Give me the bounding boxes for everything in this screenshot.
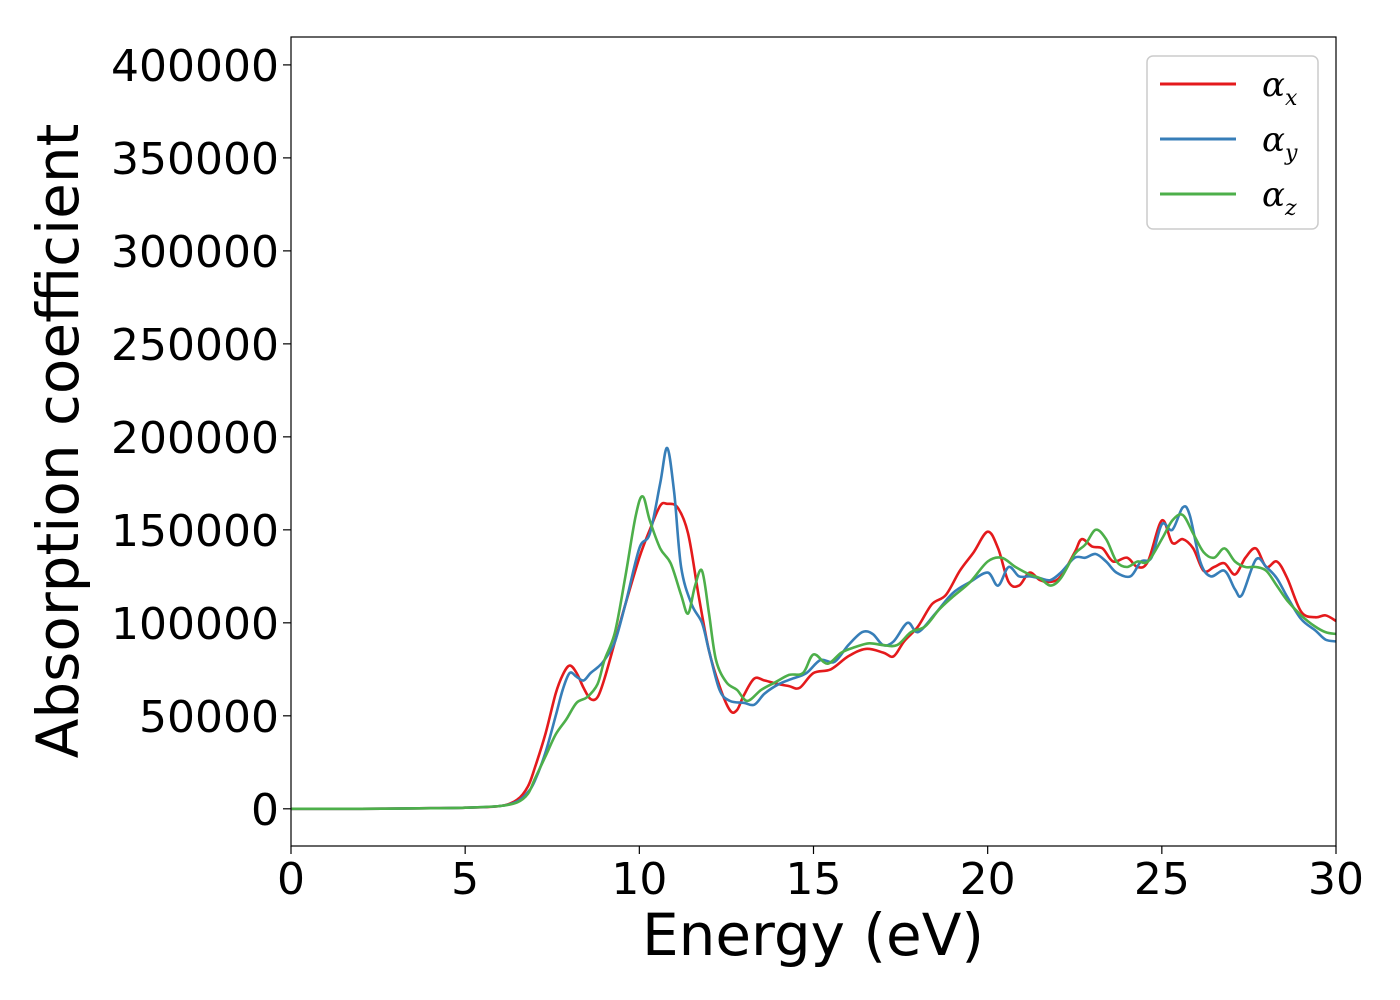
x-tick-label: 25 [1134,854,1190,905]
legend-box [1146,55,1319,230]
legend-label-z: αz [1262,175,1297,221]
y-tick-label: 400000 [111,41,279,92]
x-tick-label: 5 [451,854,479,905]
x-tick-label: 10 [611,854,667,905]
y-tick-label: 350000 [111,134,279,185]
y-tick-label: 150000 [111,506,279,557]
x-tick-label: 0 [277,854,305,905]
y-tick-label: 300000 [111,227,279,278]
legend-symbol: α [1262,120,1285,160]
series-line-x [290,501,1337,811]
legend-subscript: x [1285,86,1298,111]
y-tick-label: 0 [251,785,279,836]
y-axis-title: Absorption coefficient [24,124,92,759]
legend-symbol: α [1262,175,1285,215]
x-axis-title: Energy (eV) [642,901,984,969]
series-line-z [290,495,1337,811]
series-line-y [290,446,1337,811]
x-tick-label: 30 [1308,854,1364,905]
y-axis-ticks: 0 50000 100000 150000 200000 250000 300000 3500… [111,41,291,836]
y-tick-label: 250000 [111,320,279,371]
y-tick-label: 200000 [111,413,279,464]
legend-subscript: z [1284,196,1297,221]
y-tick-label: 100000 [111,599,279,650]
legend-subscript: y [1284,141,1298,166]
y-tick-label: 50000 [139,692,279,743]
x-tick-label: 15 [786,854,842,905]
series-layer [290,446,1337,811]
legend-symbol: α [1262,65,1285,105]
x-tick-label: 20 [960,854,1016,905]
legend-label-y: αy [1262,120,1298,166]
x-axis-ticks: 0 5 10 15 20 25 30 [277,846,1364,905]
legend-label-x: αx [1262,65,1298,111]
